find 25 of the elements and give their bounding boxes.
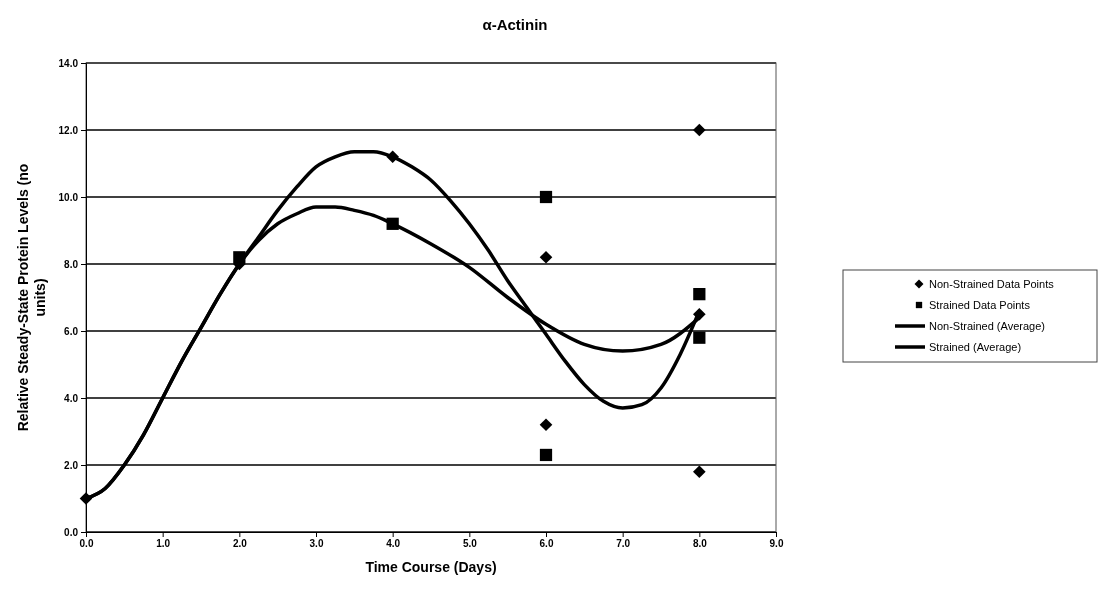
x-axis-title: Time Course (Days) (365, 559, 497, 575)
x-tick-label: 1.0 (156, 538, 171, 550)
legend-label: Strained (Average) (929, 341, 1022, 353)
y-tick-label: 8.0 (64, 258, 79, 270)
x-tick-label: 9.0 (769, 538, 784, 550)
chart-title: α-Actinin (482, 16, 548, 33)
x-tick-label: 4.0 (386, 538, 401, 550)
legend-label: Non-Strained Data Points (929, 278, 1055, 290)
x-tick-label: 0.0 (79, 538, 94, 550)
x-tick-label: 3.0 (309, 538, 324, 550)
legend-label: Non-Strained (Average) (929, 320, 1045, 332)
x-tick-label: 7.0 (616, 538, 631, 550)
x-tick-label: 8.0 (692, 538, 708, 550)
y-tick-label: 14.0 (58, 57, 79, 69)
y-tick-label: 10.0 (58, 191, 79, 203)
y-axis-title: Relative Steady-State Protein Levels (no units) (15, 163, 48, 432)
x-tick-label: 2.0 (232, 538, 248, 550)
y-tick-label: 6.0 (64, 325, 79, 337)
legend-label: Strained Data Points (929, 299, 1031, 311)
x-tick-label: 5.0 (462, 538, 478, 550)
x-tick-label: 6.0 (539, 538, 554, 550)
y-tick-label: 0.0 (64, 526, 79, 538)
y-tick-label: 4.0 (64, 392, 79, 404)
y-tick-label: 2.0 (64, 459, 79, 471)
y-tick-label: 12.0 (58, 124, 79, 136)
